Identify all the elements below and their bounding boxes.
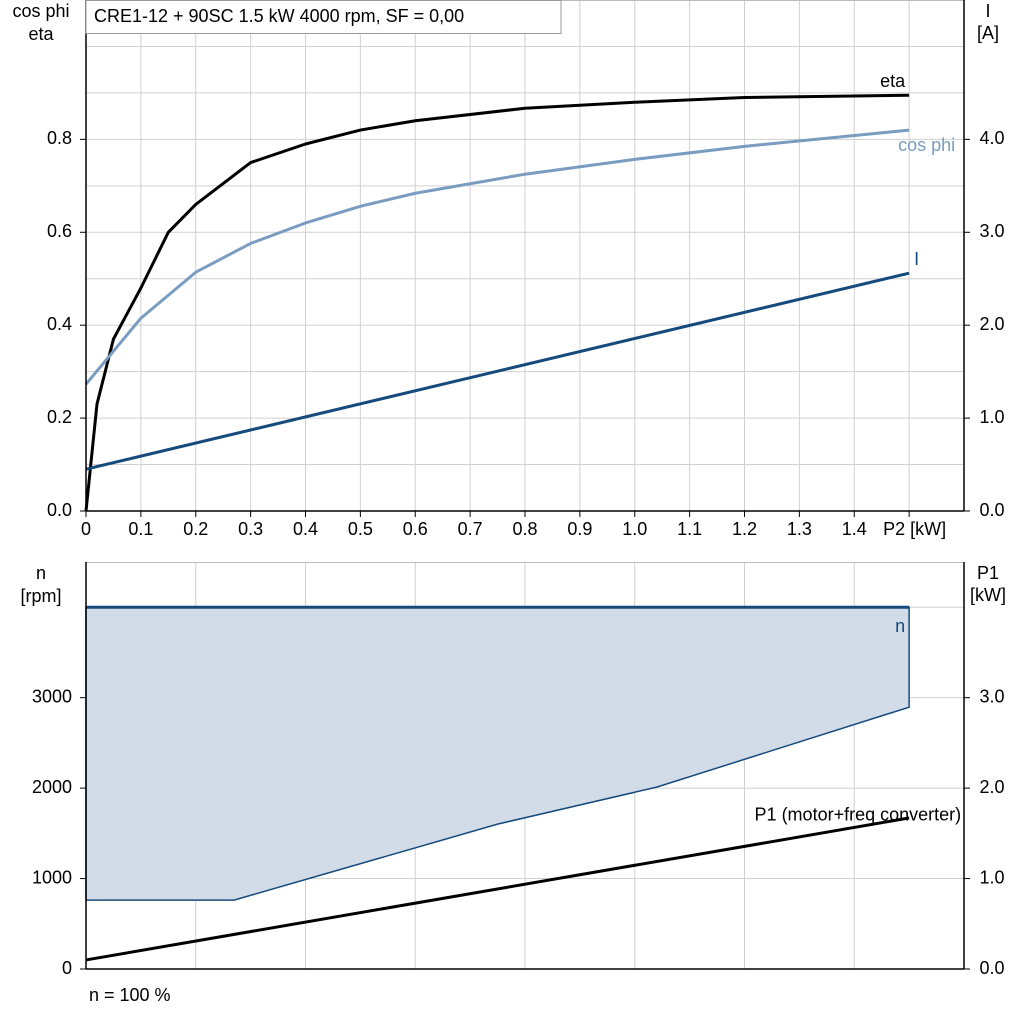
x-tick-label: P2 [kW]	[883, 519, 946, 539]
series-line	[84, 128, 910, 386]
y-tick-label: 3000	[32, 686, 72, 706]
x-tick-label: 0.1	[128, 519, 153, 539]
series-label: P1 (motor+freq converter)	[755, 805, 962, 825]
x-tick-label: 0.4	[293, 519, 318, 539]
range-area	[85, 606, 910, 901]
x-tick-label: 1.0	[622, 519, 647, 539]
y2-tick-label: 2.0	[979, 314, 1004, 334]
y-axis-label: cos phi	[12, 1, 69, 21]
series-label: n	[895, 616, 905, 636]
note: n = 100 %	[89, 985, 171, 1005]
y-tick-label: 0.6	[47, 221, 72, 241]
y2-tick-label: 4.0	[979, 128, 1004, 148]
y-tick-label: 2000	[32, 777, 72, 797]
y2-tick-label: 3.0	[979, 221, 1004, 241]
y2-axis-label: [kW]	[970, 585, 1006, 605]
y-axis-label: [rpm]	[20, 586, 61, 606]
x-tick-label: 0.9	[567, 519, 592, 539]
x-tick-label: 1.2	[732, 519, 757, 539]
y2-axis-label: I	[985, 1, 990, 21]
y2-tick-label: 1.0	[979, 407, 1004, 427]
y-tick-label: 0.4	[47, 314, 72, 334]
series-line	[85, 271, 910, 471]
y-axis-label: eta	[28, 24, 54, 44]
y2-tick-label: 3.0	[979, 686, 1004, 706]
series-line	[84, 93, 910, 512]
x-tick-label: 1.4	[842, 519, 867, 539]
y2-tick-label: 0.0	[979, 500, 1004, 520]
y-tick-label: 0.0	[47, 500, 72, 520]
y2-tick-label: 0.0	[979, 958, 1004, 978]
series-label: I	[914, 249, 919, 269]
y-tick-label: 0.2	[47, 407, 72, 427]
x-tick-label: 0.6	[403, 519, 428, 539]
x-tick-label: 1.1	[677, 519, 702, 539]
x-tick-label: 0.3	[238, 519, 263, 539]
x-tick-label: 0.2	[183, 519, 208, 539]
series-label: eta	[880, 71, 906, 91]
x-tick-label: 1.3	[787, 519, 812, 539]
x-tick-label: 0.5	[348, 519, 373, 539]
title-box	[85, 0, 562, 34]
y2-axis-label: [A]	[977, 23, 999, 43]
y-axis-label: n	[36, 563, 46, 583]
x-tick-label: 0.7	[458, 519, 483, 539]
y-tick-label: 1000	[32, 867, 72, 887]
y2-tick-label: 1.0	[979, 867, 1004, 887]
y-tick-label: 0.8	[47, 128, 72, 148]
y2-tick-label: 2.0	[979, 777, 1004, 797]
y2-axis-label: P1	[977, 563, 999, 583]
y-tick-label: 0	[62, 958, 72, 978]
series-label: cos phi	[898, 135, 955, 155]
x-tick-label: 0	[81, 519, 91, 539]
series-line	[85, 816, 910, 962]
chart-title: CRE1-12 + 90SC 1.5 kW 4000 rpm, SF = 0,0…	[94, 6, 464, 26]
x-tick-label: 0.8	[512, 519, 537, 539]
